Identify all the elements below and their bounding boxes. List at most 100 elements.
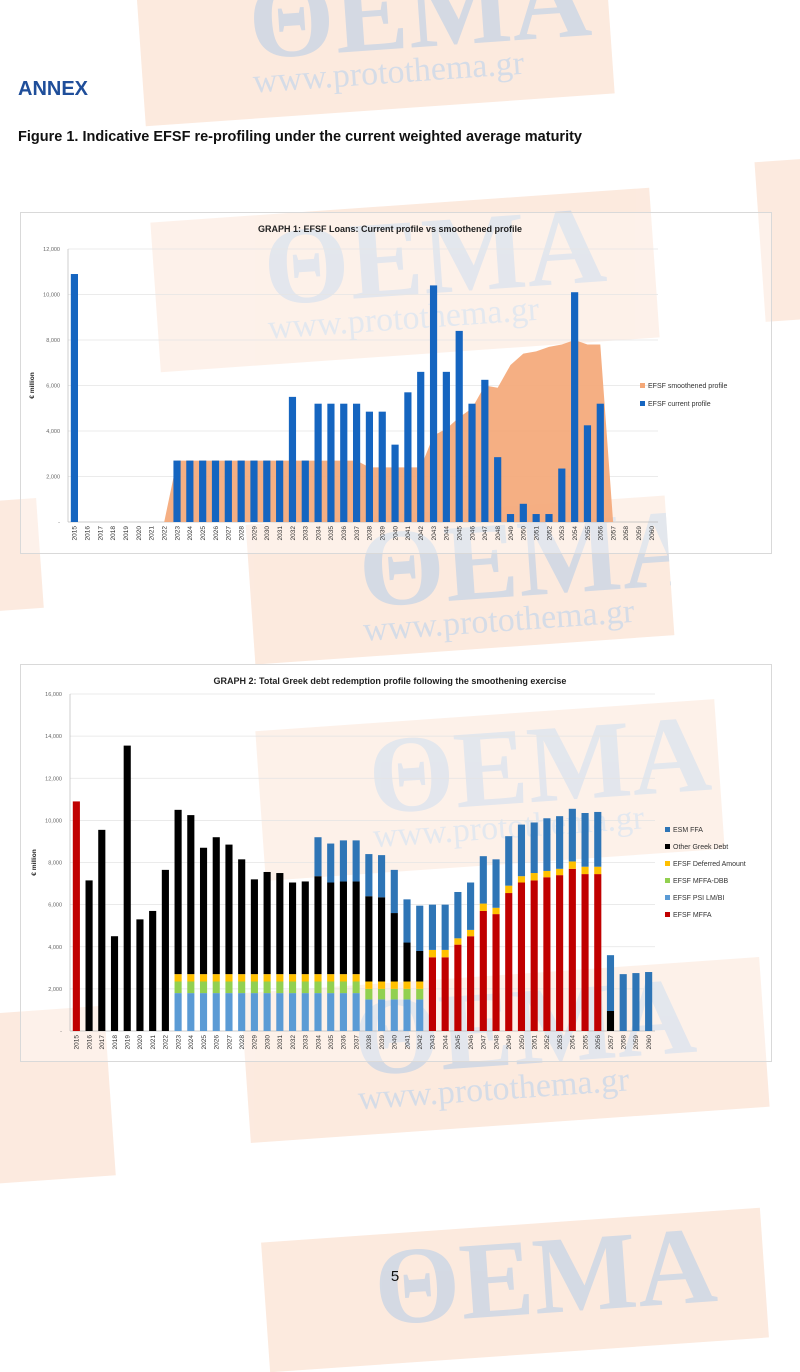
bar-efsf-deferred-amount xyxy=(314,974,322,982)
bar-efsf-deferred-amount xyxy=(530,873,538,881)
y-tick-label: 2,000 xyxy=(48,987,62,993)
bar-efsf-mffa-dbb xyxy=(403,988,411,1000)
legend-label: ESM FFA xyxy=(673,827,703,834)
bar-efsf-deferred-amount xyxy=(174,974,182,982)
bar-esm-ffa xyxy=(339,840,347,882)
bar-other-greek-debt xyxy=(390,913,398,982)
bar-efsf-current-profile xyxy=(199,460,207,522)
figure-caption: Figure 1. Indicative EFSF re-profiling u… xyxy=(18,129,582,145)
legend-label: Other Greek Debt xyxy=(673,844,728,851)
bar-efsf-deferred-amount xyxy=(301,974,309,982)
bar-efsf-current-profile xyxy=(352,403,361,522)
bar-efsf-current-profile xyxy=(365,411,374,522)
bar-efsf-current-profile xyxy=(276,460,284,522)
x-tick-label: 2055 xyxy=(585,526,592,541)
bar-efsf-current-profile xyxy=(583,425,592,522)
x-tick-label: 2025 xyxy=(201,1035,208,1050)
x-tick-label: 2039 xyxy=(380,526,387,541)
bar-efsf-current-profile xyxy=(263,460,271,522)
x-tick-label: 2054 xyxy=(570,1035,577,1050)
bar-efsf-psi-lm-bi xyxy=(174,993,182,1031)
bar-esm-ffa xyxy=(556,816,564,869)
y-axis-label: € million xyxy=(29,372,36,398)
x-tick-label: 2025 xyxy=(200,526,207,541)
bar-efsf-psi-lm-bi xyxy=(314,993,322,1031)
bar-efsf-mffa-dbb xyxy=(225,981,233,994)
legend-label: EFSF PSI LM/BI xyxy=(673,895,724,902)
bar-other-greek-debt xyxy=(416,950,424,982)
x-tick-label: 2021 xyxy=(149,526,156,541)
bar-efsf-psi-lm-bi xyxy=(327,993,335,1031)
bar-efsf-current-profile xyxy=(211,460,220,522)
x-tick-label: 2024 xyxy=(187,526,194,541)
bar-efsf-deferred-amount xyxy=(441,949,449,958)
bar-efsf-current-profile xyxy=(506,514,515,522)
bar-other-greek-debt xyxy=(352,881,360,975)
x-tick-label: 2039 xyxy=(379,1035,386,1050)
y-tick-label: 8,000 xyxy=(48,861,62,867)
bar-efsf-deferred-amount xyxy=(479,903,487,911)
legend-swatch xyxy=(665,878,670,883)
bar-efsf-current-profile xyxy=(455,330,463,522)
x-tick-label: 2060 xyxy=(646,1035,653,1050)
graph-2: GRAPH 2: Total Greek debt redemption pro… xyxy=(20,664,772,1062)
bar-efsf-deferred-amount xyxy=(212,974,220,982)
bar-other-greek-debt xyxy=(98,829,106,1031)
x-tick-label: 2047 xyxy=(481,1035,488,1050)
legend-swatch xyxy=(665,844,670,849)
bar-other-greek-debt xyxy=(136,919,144,1031)
bar-efsf-deferred-amount xyxy=(225,974,233,982)
bar-efsf-deferred-amount xyxy=(454,938,462,945)
bar-efsf-current-profile xyxy=(250,460,258,522)
bar-esm-ffa xyxy=(492,859,500,908)
x-tick-label: 2032 xyxy=(290,1035,297,1050)
x-tick-label: 2051 xyxy=(533,526,540,541)
bar-other-greek-debt xyxy=(110,936,119,1031)
x-tick-label: 2020 xyxy=(136,526,143,541)
x-tick-label: 2035 xyxy=(328,526,335,541)
x-tick-label: 2036 xyxy=(341,526,348,541)
x-tick-label: 2052 xyxy=(546,526,553,541)
x-tick-label: 2058 xyxy=(621,1035,628,1050)
x-tick-label: 2048 xyxy=(495,526,502,541)
bar-efsf-mffa-dbb xyxy=(390,988,398,1000)
bar-efsf-current-profile xyxy=(404,392,412,522)
bar-efsf-current-profile xyxy=(596,403,604,522)
bar-efsf-deferred-amount xyxy=(492,907,500,915)
y-tick-label: - xyxy=(60,1029,62,1035)
y-tick-label: 4,000 xyxy=(48,945,62,951)
bar-efsf-psi-lm-bi xyxy=(212,993,220,1031)
bar-efsf-current-profile xyxy=(314,403,322,522)
y-tick-label: 12,000 xyxy=(43,247,60,253)
x-tick-label: 2026 xyxy=(213,526,220,541)
x-tick-label: 2048 xyxy=(493,1035,500,1050)
y-axis-label: € million xyxy=(31,849,38,875)
bar-efsf-deferred-amount xyxy=(428,949,437,958)
bar-efsf-current-profile xyxy=(186,460,194,522)
bar-efsf-mffa xyxy=(492,914,500,1031)
bar-efsf-deferred-amount xyxy=(403,981,411,989)
x-tick-label: 2040 xyxy=(392,526,399,541)
x-tick-label: 2021 xyxy=(150,1035,157,1050)
x-tick-label: 2027 xyxy=(226,1035,233,1050)
bar-efsf-current-profile xyxy=(532,514,540,522)
y-tick-label: - xyxy=(58,520,60,526)
x-tick-label: 2028 xyxy=(238,526,245,541)
bar-other-greek-debt xyxy=(225,844,233,975)
x-tick-label: 2052 xyxy=(544,1035,551,1050)
bar-other-greek-debt xyxy=(149,910,157,1031)
bar-efsf-mffa-dbb xyxy=(263,981,271,994)
legend-swatch xyxy=(665,912,670,917)
bar-esm-ffa xyxy=(606,955,615,1011)
bar-efsf-mffa xyxy=(581,874,589,1031)
bar-efsf-psi-lm-bi xyxy=(378,999,386,1031)
bar-efsf-current-profile xyxy=(301,460,309,522)
y-tick-label: 6,000 xyxy=(46,384,60,390)
legend-label: EFSF Deferred Amount xyxy=(673,861,746,868)
bar-efsf-psi-lm-bi xyxy=(225,993,233,1031)
bar-efsf-current-profile xyxy=(558,468,566,522)
graph-1-svg: GRAPH 1: EFSF Loans: Current profile vs … xyxy=(20,212,772,554)
legend-swatch xyxy=(665,895,670,900)
bar-efsf-deferred-amount xyxy=(365,981,373,989)
y-tick-label: 6,000 xyxy=(48,903,62,909)
